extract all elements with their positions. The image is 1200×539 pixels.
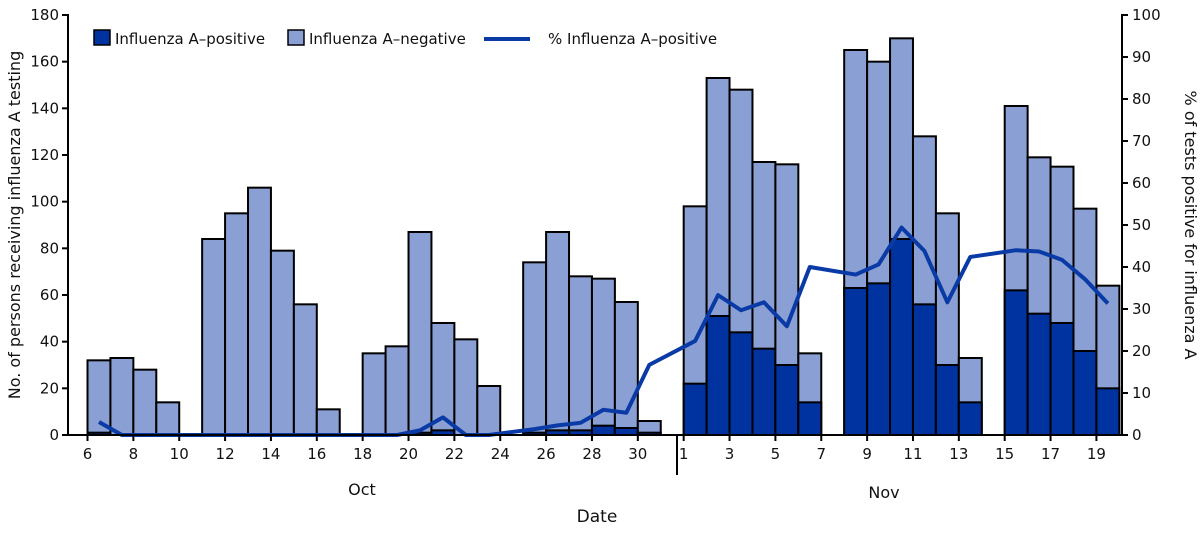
x-tick-label: 26 xyxy=(537,445,556,463)
bar-negative xyxy=(292,303,318,437)
bar-positive xyxy=(911,303,937,437)
bar-positive xyxy=(957,401,983,437)
bar-positive xyxy=(1003,289,1029,437)
y-tick-label: 80 xyxy=(40,239,59,257)
bar-positive xyxy=(590,424,616,436)
y2-tick-label: 80 xyxy=(1132,90,1151,108)
bar-negative xyxy=(522,261,548,437)
y-tick-label: 0 xyxy=(49,426,59,444)
y-tick-label: 100 xyxy=(30,193,59,211)
x-tick-label: 24 xyxy=(491,445,510,463)
bar-positive xyxy=(1049,322,1075,436)
x-tick-label: 6 xyxy=(83,445,93,463)
x-tick-label: 13 xyxy=(949,445,968,463)
bar-negative xyxy=(613,301,639,436)
y2-tick-label: 90 xyxy=(1132,48,1151,66)
bar-negative xyxy=(568,275,593,437)
x-tick-label: 7 xyxy=(816,445,826,463)
legend-label-negative: Influenza A–negative xyxy=(309,30,466,48)
x-tick-label: 30 xyxy=(628,445,647,463)
x-tick-label: 1 xyxy=(679,445,689,463)
y2-tick-label: 40 xyxy=(1132,258,1151,276)
bar-negative xyxy=(453,338,479,437)
x-tick-label: 9 xyxy=(862,445,872,463)
bar-positive xyxy=(797,401,823,437)
bar-positive xyxy=(613,427,639,436)
x-tick-label: 3 xyxy=(725,445,735,463)
bar-positive xyxy=(751,347,777,436)
bar-positive xyxy=(889,238,914,436)
y-tick-label: 120 xyxy=(30,146,59,164)
x-tick-label: 12 xyxy=(216,445,235,463)
legend-swatch-positive xyxy=(93,29,111,46)
x-tick-label: 8 xyxy=(129,445,139,463)
y2-tick-label: 50 xyxy=(1132,216,1151,234)
bar-positive xyxy=(934,364,960,436)
bar-positive xyxy=(1095,387,1121,437)
x-axis-title: Date xyxy=(577,507,618,527)
x-tick-label: 20 xyxy=(399,445,418,463)
bar-positive xyxy=(866,282,892,437)
bar-negative xyxy=(109,357,135,436)
bar-negative xyxy=(269,249,295,436)
bar-negative xyxy=(384,345,410,437)
x-tick-label: 5 xyxy=(771,445,781,463)
y-tick-label: 60 xyxy=(40,286,59,304)
y2-tick-label: 70 xyxy=(1132,132,1151,150)
x-tick-label: 18 xyxy=(353,445,372,463)
bar-negative xyxy=(224,212,250,436)
bar-negative xyxy=(201,238,227,436)
legend-label-percent: % Influenza A–positive xyxy=(548,30,717,48)
bar-negative xyxy=(315,408,341,437)
bar-negative xyxy=(247,186,272,436)
x-tick-label: 28 xyxy=(582,445,601,463)
bar-negative xyxy=(545,231,571,436)
bar-negative xyxy=(155,401,181,437)
bar-negative xyxy=(407,231,433,436)
bar-negative xyxy=(361,352,387,437)
x-tick-label: 19 xyxy=(1087,445,1106,463)
bar-positive xyxy=(1026,312,1052,436)
bar-positive xyxy=(728,331,754,437)
legend-label-positive: Influenza A–positive xyxy=(115,30,265,48)
y-tick-label: 40 xyxy=(40,333,59,351)
bar-positive xyxy=(682,382,708,436)
x-tick-label: 10 xyxy=(170,445,189,463)
x-tick-label: 11 xyxy=(903,445,922,463)
bar-positive xyxy=(774,364,800,436)
month-label-nov: Nov xyxy=(868,483,899,502)
x-tick-label: 15 xyxy=(995,445,1014,463)
month-label-oct: Oct xyxy=(348,480,376,499)
y-tick-label: 140 xyxy=(30,99,59,117)
legend: Influenza A–positive Influenza A–negativ… xyxy=(93,29,717,48)
y2-tick-label: 100 xyxy=(1132,6,1161,24)
y2-tick-label: 60 xyxy=(1132,174,1151,192)
y2-tick-label: 10 xyxy=(1132,384,1151,402)
y-tick-label: 160 xyxy=(30,53,59,71)
bar-negative xyxy=(476,385,502,436)
y2-tick-label: 20 xyxy=(1132,342,1151,360)
x-tick-label: 22 xyxy=(445,445,464,463)
y2-tick-label: 30 xyxy=(1132,300,1151,318)
bar-positive xyxy=(843,287,869,436)
x-tick-label: 16 xyxy=(307,445,326,463)
bar-positive xyxy=(1072,350,1098,436)
x-tick-label: 14 xyxy=(261,445,280,463)
y2-axis-title: % of tests positive for influenza A xyxy=(1181,91,1200,360)
y-tick-label: 20 xyxy=(40,379,59,397)
y-tick-label: 180 xyxy=(30,6,59,24)
bar-negative xyxy=(132,368,158,436)
bars xyxy=(86,37,1121,437)
x-tick-label: 17 xyxy=(1041,445,1060,463)
bar-positive xyxy=(705,315,731,436)
axes: 0204060801001201401601800102030405060708… xyxy=(30,6,1161,475)
legend-swatch-negative xyxy=(287,29,305,46)
y2-tick-label: 0 xyxy=(1132,426,1142,444)
y-axis-title: No. of persons receiving influenza A tes… xyxy=(5,51,24,399)
